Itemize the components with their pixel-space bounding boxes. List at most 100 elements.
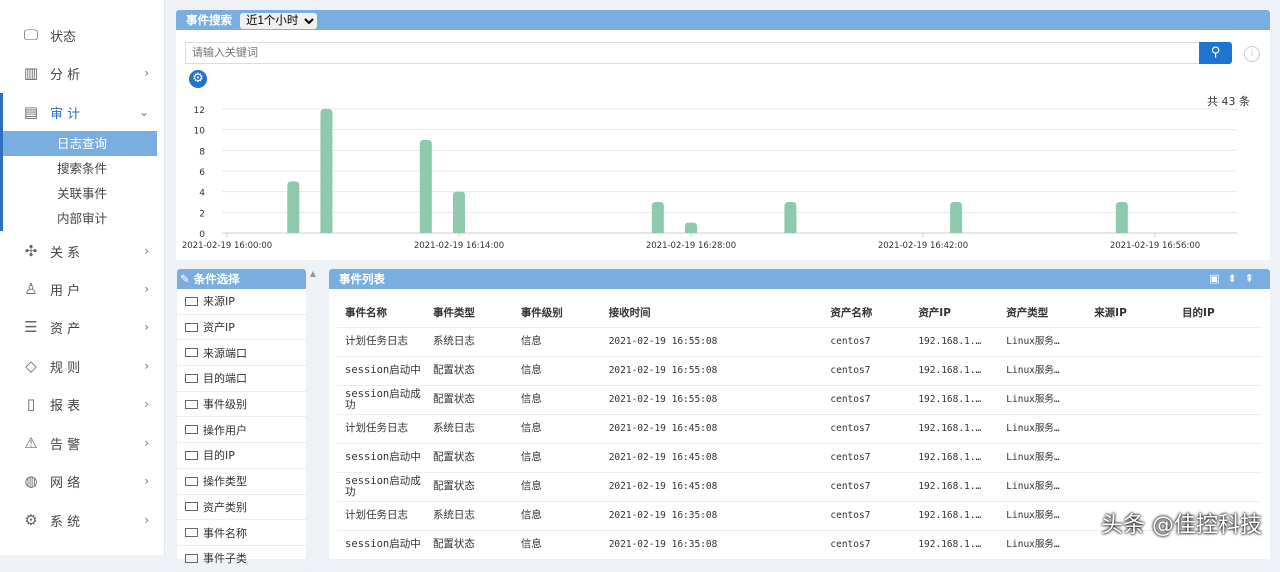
sidebar-item[interactable]: ☰ 资 产 › [0,308,165,346]
table-cell: 192.168.1.… [910,501,999,531]
column-header[interactable]: 资产IP [910,299,999,328]
table-cell [1174,385,1262,415]
sidebar-item[interactable]: ▯ 报 表 › [0,385,165,423]
copy-icon[interactable]: ▣ [1209,272,1228,285]
chevron-right-icon: › [144,513,149,527]
sort-desc-icon[interactable]: ⇟ [1227,272,1245,285]
sidebar-subitem[interactable]: 关联事件 [0,181,157,206]
condition-label: 事件名称 [203,526,247,540]
condition-item[interactable]: 目的IP [177,443,306,469]
table-cell: 信息 [512,414,601,444]
condition-panel: ✎ 条件选择 来源IP 资产IP 来源端口 目的端口 事件级别 操作用户 目的IP 操作类型资… [177,269,306,572]
table-cell: 计划任务日志 [337,327,425,357]
panel-title: 事件列表 [339,272,385,286]
column-header[interactable]: 资产名称 [822,299,911,328]
sidebar-subitem[interactable]: 日志查询 [0,131,157,156]
column-header[interactable]: 目的IP [1174,299,1262,328]
bar [287,181,300,233]
settings-icon[interactable]: ⚙ [189,70,207,88]
event-table: 事件名称 事件类型 事件级别 接收时间 资产名称 资产IP 资产类型 来源IP 目的IP 计划任务… [337,299,1262,560]
panel-title: 条件选择 [193,272,240,286]
sidebar-item[interactable]: ✣ 关 系 › [0,232,165,270]
condition-item[interactable]: 目的端口 [177,366,306,392]
sidebar-item-label: 告 警 [50,437,81,453]
table-row[interactable]: session启动成功 配置状态 信息 2021-02-19 16:45:08 cent… [337,472,1262,502]
sidebar-item[interactable]: 🖵 状态 [0,16,165,54]
column-header[interactable]: 来源IP [1086,299,1175,328]
chevron-down-icon: ⌄ [138,105,149,119]
table-row[interactable]: 计划任务日志 系统日志 信息 2021-02-19 16:35:08 centos7 19… [337,501,1262,531]
sidebar-item[interactable]: ▤ 审 计 ⌄ [0,93,165,131]
sidebar-item-label: 状态 [50,29,77,45]
table-cell: 信息 [512,356,601,386]
sidebar-item-label: 用 户 [50,283,81,299]
sidebar-item[interactable]: ◇ 规 则 › [0,347,165,385]
table-cell: 192.168.1.… [910,327,999,357]
table-cell [1174,414,1262,444]
relation-icon: ✣ [24,242,38,260]
column-header[interactable]: 事件类型 [424,299,513,328]
condition-label: 来源端口 [203,346,247,360]
condition-item[interactable]: 资产类别 [177,495,306,521]
table-row[interactable]: 计划任务日志 系统日志 信息 2021-02-19 16:45:08 centos7 19… [337,414,1262,444]
event-histogram: 0 2 4 6 8 10 12 2021-02-19 16:00:00 2021-02-19 1… [182,106,1237,251]
y-tick-label: 10 [194,127,206,137]
sidebar-item[interactable]: ▥ 分 析 › [0,54,165,92]
condition-item[interactable]: 操作类型 [177,469,306,495]
column-header[interactable]: 接收时间 [600,299,823,328]
sidebar-item[interactable]: ◍ 网 络 › [0,462,165,500]
table-cell: centos7 [822,472,911,502]
bar [651,202,664,233]
table-cell: 计划任务日志 [337,414,425,444]
table-cell: 配置状态 [424,443,513,473]
info-icon[interactable]: i [1244,46,1260,62]
sidebar-item[interactable]: ♙ 用 户 › [0,270,165,308]
sidebar-subitem[interactable]: 内部审计 [0,206,157,231]
table-cell: 192.168.1.… [910,385,999,415]
sidebar-item[interactable]: ⚙ 系 统 › [0,501,165,539]
table-row[interactable]: session启动中 配置状态 信息 2021-02-19 16:55:08 cento… [337,356,1262,386]
server-icon: ☰ [24,318,38,336]
sort-asc-icon[interactable]: ⇞ [1244,272,1262,285]
time-range-select[interactable]: 近1个小时 [240,13,318,29]
table-cell: 192.168.1.… [910,356,999,386]
column-header[interactable]: 事件名称 [337,299,425,328]
column-header[interactable]: 事件级别 [512,299,601,328]
condition-item[interactable]: 事件名称 [177,520,306,546]
event-search-panel: 事件搜索 近1个小时 ⚲ i ⚙ 共 43 条 0 2 4 6 8 10 12 2021-02… [176,10,1270,260]
condition-label: 事件级别 [203,398,247,412]
scrollbar[interactable]: ▲ [309,269,317,278]
table-row[interactable]: session启动中 配置状态 信息 2021-02-19 16:45:08 cento… [337,443,1262,473]
search-input[interactable] [185,42,1200,64]
folder-icon [185,553,198,563]
condition-item[interactable]: 来源IP [177,289,306,315]
table-cell: 2021-02-19 16:35:08 [600,501,823,531]
sidebar-item-label: 系 统 [50,514,81,530]
search-button[interactable]: ⚲ [1199,42,1232,64]
bar [419,140,432,233]
sidebar-subitem[interactable]: 搜索条件 [0,156,157,181]
column-header[interactable]: 资产类型 [998,299,1087,328]
table-cell: 配置状态 [424,472,513,502]
sidebar-item-label: 资 产 [50,321,81,337]
condition-item[interactable]: 资产IP [177,315,306,341]
chevron-right-icon: › [144,397,149,411]
y-tick-label: 2 [199,209,205,219]
condition-item[interactable]: 事件子类 [177,546,306,572]
y-tick-label: 0 [199,230,205,240]
table-row[interactable]: session启动成功 配置状态 信息 2021-02-19 16:55:08 cent… [337,385,1262,415]
folder-icon [185,502,198,512]
sidebar-item[interactable]: ⚠ 告 警 › [0,424,165,462]
alarm-icon: ⚠ [24,434,38,452]
condition-label: 资产IP [203,321,235,335]
table-row[interactable]: 计划任务日志 系统日志 信息 2021-02-19 16:55:08 centos7 19… [337,327,1262,357]
table-cell: Linux服务… [998,327,1087,357]
table-cell: 信息 [512,501,601,531]
table-cell: 配置状态 [424,385,513,415]
condition-item[interactable]: 来源端口 [177,340,306,367]
condition-item[interactable]: 事件级别 [177,392,306,418]
x-tick-label: 2021-02-19 16:00:00 [182,241,272,251]
condition-label: 事件子类 [203,552,247,566]
table-cell [1086,443,1175,473]
condition-item[interactable]: 操作用户 [177,417,306,444]
